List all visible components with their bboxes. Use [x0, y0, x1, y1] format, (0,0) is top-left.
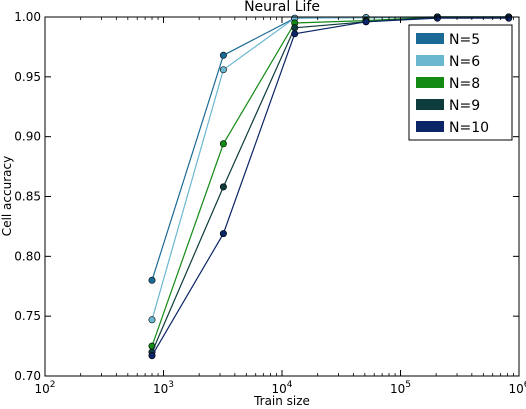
y-axis-title: Cell accuracy — [0, 156, 14, 236]
legend-swatch — [416, 121, 444, 132]
legend: N=5 N=6 N=8 N=9 N=10 — [408, 24, 513, 141]
y-tick-label: 0.70 — [14, 369, 41, 383]
legend-label: N=6 — [449, 54, 480, 70]
data-point — [219, 230, 227, 238]
y-tick-label: 0.75 — [14, 309, 41, 323]
data-point — [148, 316, 156, 324]
legend-label: N=9 — [449, 98, 480, 114]
data-point — [219, 183, 227, 191]
x-tick-label: 102 — [34, 380, 55, 396]
y-tick-label: 0.80 — [14, 249, 41, 263]
data-point — [148, 352, 156, 360]
y-tick-label: 1.00 — [14, 10, 41, 24]
data-point — [219, 66, 227, 74]
data-point — [291, 30, 299, 38]
x-axis-title: Train size — [253, 394, 310, 408]
data-point — [505, 14, 513, 22]
data-point — [362, 18, 370, 26]
legend-label: N=5 — [449, 32, 480, 48]
legend-swatch — [416, 33, 444, 44]
legend-swatch — [416, 55, 444, 66]
data-point — [219, 140, 227, 148]
y-tick-label: 0.90 — [14, 130, 41, 144]
y-tick-label: 0.85 — [14, 190, 41, 204]
chart-title: Neural Life — [244, 0, 320, 15]
data-point — [219, 51, 227, 59]
data-point — [291, 24, 299, 32]
x-tick-label: 103 — [153, 380, 174, 396]
data-point — [148, 276, 156, 284]
legend-label: N=8 — [449, 76, 480, 92]
x-tick-label: 105 — [390, 380, 411, 396]
y-tick-label: 0.95 — [14, 70, 41, 84]
legend-swatch — [416, 99, 444, 110]
data-point — [433, 14, 441, 22]
x-tick-label: 104 — [271, 380, 292, 396]
ticks-layer: 0.70 0.75 0.80 0.85 0.90 0.95 1.00 102 103 104 105… — [14, 10, 526, 396]
legend-label: N=10 — [449, 120, 489, 136]
series-line-4 — [151, 17, 509, 357]
x-tick-label: 106 — [508, 380, 526, 396]
legend-swatch — [416, 77, 444, 88]
